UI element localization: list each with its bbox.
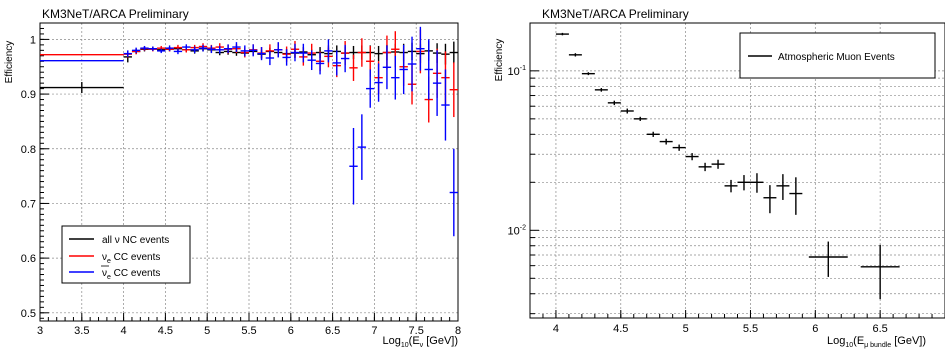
left-x-tick-label: 5 (204, 325, 210, 337)
left-y-tick-label: 0.7 (21, 198, 36, 210)
right-y-tick-base: 10 (508, 66, 520, 78)
right-y-axis-label: Efficiency (494, 39, 505, 82)
right-title-box (534, 5, 712, 22)
left-y-tick-label: 0.6 (21, 253, 36, 265)
left-axes: 3 3.5 4 4.5 5 5.5 6 6.5 7 7.5 8 0.5 0.6 0.7 0.8 0.9 1 (21, 27, 461, 337)
right-xlabel-sub-mu: μ bundle (864, 342, 891, 349)
right-grid (530, 23, 945, 318)
right-legend-box (739, 32, 936, 79)
left-xlabel-log: Log (383, 335, 401, 347)
left-xlabel-sub-nu: ν (420, 342, 424, 349)
left-x-tick-label: 4 (121, 325, 127, 337)
left-x-tick-label: 8 (455, 325, 461, 337)
left-x-tick-label: 6.5 (325, 325, 340, 337)
right-y-tick-label: 10-2 (508, 224, 527, 237)
left-chart-title: KM3NeT/ARCA Preliminary (42, 7, 189, 21)
left-y-tick-label: 1 (30, 34, 36, 46)
left-x-tick-label: 7.5 (409, 325, 424, 337)
right-x-tick-label: 5 (683, 323, 689, 335)
right-chart-panel: 4 4.5 5 5.5 6 6.510-110-2 KM3NeT/ARCA Prelimi… (475, 0, 945, 352)
right-x-tick-label: 6.5 (873, 323, 888, 335)
legend-label-muon: Atmospheric Muon Events (778, 52, 895, 63)
right-data (555, 32, 900, 300)
legend-nuebar-sub: e (107, 274, 111, 281)
left-x-tick-label: 7 (371, 325, 377, 337)
right-x-tick-label: 6 (812, 323, 818, 335)
right-xlabel-sub10: 10 (845, 342, 853, 349)
legend-nuebar-nu: ν (102, 268, 107, 279)
left-y-tick-label: 0.9 (21, 89, 36, 101)
left-title-box (34, 5, 212, 22)
left-xlabel-end: [GeV]) (423, 335, 458, 347)
left-xlabel-sub10: 10 (401, 342, 409, 349)
left-x-tick-label: 4.5 (158, 325, 173, 337)
right-y-tick-exp: -1 (520, 65, 526, 72)
left-canvas-bg (0, 0, 470, 352)
left-x-tick-label: 3 (37, 325, 43, 337)
right-xlabel-end: [GeV]) (891, 335, 926, 347)
right-xlabel-mid: (E (853, 335, 864, 347)
left-legend-box (61, 225, 191, 284)
right-y-tick-label: 10-1 (508, 65, 527, 78)
legend-label-nc: all ν NC events (102, 235, 169, 246)
right-legend: Atmospheric Muon Events (739, 32, 936, 79)
right-y-tick-exp: -2 (520, 224, 526, 231)
left-x-tick-label: 5.5 (241, 325, 256, 337)
right-x-axis-label: Log10(Eμ bundle [GeV]) (827, 335, 926, 349)
right-axes: 4 4.5 5 5.5 6 6.510-110-2 (508, 65, 945, 335)
left-y-tick-label: 0.5 (21, 308, 36, 320)
left-data (40, 26, 458, 237)
right-chart-title: KM3NeT/ARCA Preliminary (542, 7, 689, 21)
legend-nuebar-rest: CC events (111, 268, 160, 279)
legend-label-nue: νe CC events (102, 252, 160, 265)
right-x-tick-label: 5.5 (743, 323, 758, 335)
left-y-tick-label: 0.8 (21, 144, 36, 156)
left-y-axis-label: Efficiency (4, 41, 15, 84)
right-y-tick-base: 10 (508, 225, 520, 237)
left-legend: all ν NC events νe CC events νe CC event… (61, 225, 191, 284)
right-x-tick-label: 4 (553, 323, 559, 335)
legend-nue-rest: CC events (111, 252, 160, 263)
right-xlabel-log: Log (827, 335, 845, 347)
legend-nue-sub: e (107, 258, 111, 265)
left-x-tick-label: 6 (288, 325, 294, 337)
legend-label-nuebar: νe CC events (102, 268, 160, 281)
left-grid (40, 23, 458, 321)
left-xlabel-mid: (E (409, 335, 420, 347)
left-chart-panel: 3 3.5 4 4.5 5 5.5 6 6.5 7 7.5 8 0.5 0.6 0.7 0.8 0.9 1 KM… (0, 0, 470, 352)
left-x-axis-label: Log10(Eν [GeV]) (383, 335, 459, 349)
left-x-tick-label: 3.5 (74, 325, 89, 337)
legend-nue-nu: ν (102, 252, 107, 263)
right-x-tick-label: 4.5 (613, 323, 628, 335)
